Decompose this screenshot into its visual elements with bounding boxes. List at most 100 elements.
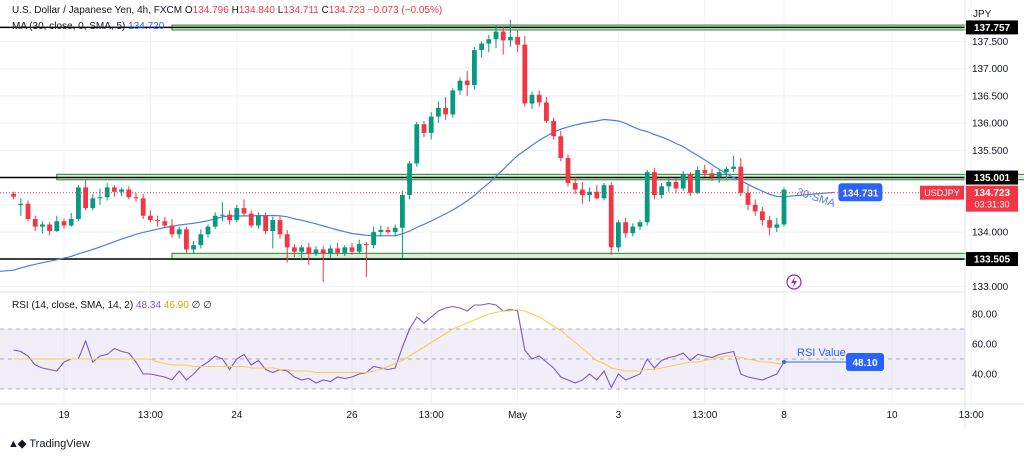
candle-body xyxy=(126,189,132,198)
rsi-sma-value: 46.90 xyxy=(163,300,189,311)
candle-body xyxy=(68,219,74,226)
candle-body xyxy=(508,37,513,41)
candle-body xyxy=(529,94,535,104)
price-tick-label: 135.500 xyxy=(972,146,1009,157)
level-label: 137.757 xyxy=(974,23,1011,34)
candle-body xyxy=(385,229,391,233)
level-label: 135.001 xyxy=(974,173,1011,184)
candle-body xyxy=(774,224,780,228)
candle-body xyxy=(702,169,708,174)
candle-body xyxy=(407,163,412,196)
candle-body xyxy=(148,215,153,221)
candle-body xyxy=(479,43,484,51)
candle-body xyxy=(428,116,434,133)
candle-body xyxy=(349,247,355,252)
candle-body xyxy=(335,248,340,253)
lightning-bolt xyxy=(791,277,797,287)
candle-body xyxy=(738,166,744,193)
time-tick-label: 26 xyxy=(346,410,358,421)
current-price-label: 134.723 xyxy=(974,188,1011,199)
candle-body xyxy=(234,208,240,221)
symbol-label: USDJPY xyxy=(924,188,960,198)
candle-body xyxy=(140,198,146,216)
time-tick-label: 19 xyxy=(58,410,70,421)
rsi-value-label-bg xyxy=(846,353,884,371)
candle-body xyxy=(47,224,52,231)
candle-body xyxy=(356,244,362,252)
candle-body xyxy=(400,195,405,228)
price-tick-label: 136.000 xyxy=(972,119,1009,130)
candle-body xyxy=(745,192,751,205)
candle-body xyxy=(443,107,448,115)
ma-annotation: 30-SMA xyxy=(795,186,837,210)
candle-body xyxy=(565,157,571,184)
candle-body xyxy=(472,50,477,85)
rsi-extra-1: ∅ xyxy=(191,300,201,311)
candle-body xyxy=(184,229,189,250)
candle-body xyxy=(752,204,758,212)
time-tick-label: 8 xyxy=(781,410,787,421)
candle-body xyxy=(104,187,110,198)
candle-body xyxy=(688,174,693,193)
lightning-icon xyxy=(786,274,802,290)
candle-body xyxy=(270,220,276,231)
ma-legend: MA (30, close, 0, SMA, 5) 134.720 xyxy=(12,20,164,33)
price-tick-label: 133.000 xyxy=(972,282,1009,293)
countdown-label: 03:31:30 xyxy=(974,200,1009,210)
rsi-tick-label: 80.00 xyxy=(972,310,997,321)
candle-body xyxy=(500,31,506,41)
candle-body xyxy=(364,244,369,246)
candle-body xyxy=(558,136,564,158)
watermark-text: TradingView xyxy=(29,437,90,450)
candle-body xyxy=(54,221,60,231)
candle-body xyxy=(212,215,218,227)
candle-body xyxy=(284,234,290,248)
candle-body xyxy=(11,193,16,197)
candle-body xyxy=(781,189,787,225)
ma-label: MA (30, close, 0, SMA, 5) xyxy=(12,21,126,32)
zones xyxy=(56,24,1024,260)
candle-body xyxy=(90,198,96,209)
candle-body xyxy=(61,221,67,226)
rsi-current-value: 48.34 xyxy=(135,300,161,311)
time-tick-label: 13:00 xyxy=(959,410,984,421)
candle-body xyxy=(644,172,650,223)
candle-body xyxy=(659,186,664,196)
candle-body xyxy=(652,172,657,196)
tradingview-logo-icon: ▲◆ xyxy=(8,438,26,450)
candles xyxy=(11,19,787,283)
candle-body xyxy=(198,234,204,246)
rsi-tick-label: 40.00 xyxy=(972,370,997,381)
close-value: 134.723 xyxy=(328,5,365,16)
candle-body xyxy=(162,221,168,226)
price-tick-label: 137.500 xyxy=(972,37,1009,48)
candle-body xyxy=(695,169,700,193)
rsi-tick-label: 60.00 xyxy=(972,340,997,351)
ma-line xyxy=(0,118,835,272)
candle-body xyxy=(464,80,470,85)
candle-body xyxy=(436,107,441,117)
candle-body xyxy=(191,245,196,250)
level-label-bg xyxy=(966,252,1018,267)
candle-body xyxy=(623,222,628,234)
low-value: 134.711 xyxy=(283,5,319,16)
rsi-extra-2: ∅ xyxy=(203,300,212,311)
candle-body xyxy=(551,120,556,137)
candle-body xyxy=(457,80,463,91)
candle-body xyxy=(760,211,765,221)
candle-body xyxy=(320,249,326,254)
candle-body xyxy=(601,185,607,199)
candle-body xyxy=(220,214,225,216)
rsi-annotation: RSI Value xyxy=(797,347,846,359)
symbol-title: U.S. Dollar / Japanese Yen, 4h, FXCM xyxy=(12,5,183,16)
candle-body xyxy=(616,222,621,248)
candle-body xyxy=(594,191,600,199)
change-value: −0.073 (−0.05%) xyxy=(367,5,443,16)
candle-body xyxy=(97,197,103,199)
horizontal-levels xyxy=(0,26,965,260)
candle-body xyxy=(306,247,312,254)
rsi-layer: RSI Value 48.10 xyxy=(0,302,965,390)
currency-label: JPY xyxy=(973,9,992,20)
ma-value: 134.720 xyxy=(128,21,165,32)
